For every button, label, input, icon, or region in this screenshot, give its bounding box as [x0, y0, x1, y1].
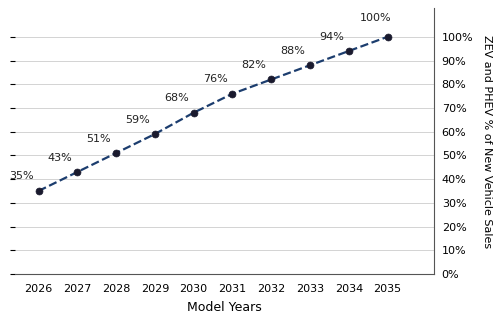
X-axis label: Model Years: Model Years [188, 301, 262, 314]
Text: 94%: 94% [319, 32, 344, 42]
Text: 82%: 82% [242, 60, 266, 70]
Text: 100%: 100% [360, 13, 392, 23]
Text: 76%: 76% [202, 74, 228, 84]
Text: 68%: 68% [164, 93, 188, 103]
Y-axis label: ZEV and PHEV % of New Vehicle Sales: ZEV and PHEV % of New Vehicle Sales [482, 34, 492, 248]
Text: 43%: 43% [48, 153, 72, 163]
Text: 35%: 35% [9, 172, 34, 182]
Text: 88%: 88% [280, 46, 305, 56]
Text: 59%: 59% [125, 115, 150, 125]
Text: 51%: 51% [86, 134, 111, 144]
